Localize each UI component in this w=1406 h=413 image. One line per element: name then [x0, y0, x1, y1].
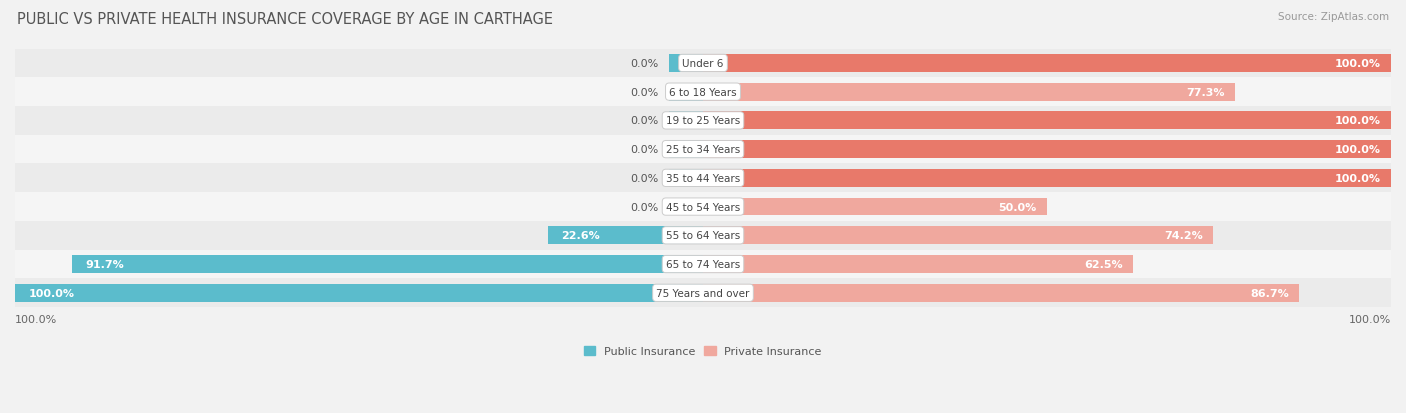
- Bar: [669, 83, 703, 101]
- Text: 100.0%: 100.0%: [1334, 59, 1381, 69]
- Text: 86.7%: 86.7%: [1250, 288, 1289, 298]
- Text: 0.0%: 0.0%: [630, 116, 658, 126]
- Bar: [669, 198, 703, 216]
- Text: 65 to 74 Years: 65 to 74 Years: [666, 259, 740, 269]
- Text: 19 to 25 Years: 19 to 25 Years: [666, 116, 740, 126]
- Bar: [669, 112, 703, 130]
- Bar: [15, 193, 1391, 221]
- Text: 0.0%: 0.0%: [630, 173, 658, 183]
- Bar: [15, 221, 1391, 250]
- Bar: [547, 227, 703, 244]
- Text: 35 to 44 Years: 35 to 44 Years: [666, 173, 740, 183]
- Bar: [72, 256, 703, 273]
- Bar: [15, 279, 1391, 307]
- Bar: [15, 164, 1391, 193]
- Text: 100.0%: 100.0%: [28, 288, 75, 298]
- Bar: [703, 169, 1391, 188]
- Text: 0.0%: 0.0%: [630, 145, 658, 155]
- Bar: [703, 112, 1391, 130]
- Bar: [669, 169, 703, 188]
- Bar: [703, 227, 1213, 244]
- Text: 100.0%: 100.0%: [1334, 116, 1381, 126]
- Bar: [669, 141, 703, 159]
- Bar: [15, 78, 1391, 107]
- Text: 55 to 64 Years: 55 to 64 Years: [666, 231, 740, 241]
- Text: 0.0%: 0.0%: [630, 88, 658, 97]
- Text: 0.0%: 0.0%: [630, 59, 658, 69]
- Text: 0.0%: 0.0%: [630, 202, 658, 212]
- Bar: [15, 284, 703, 302]
- Text: PUBLIC VS PRIVATE HEALTH INSURANCE COVERAGE BY AGE IN CARTHAGE: PUBLIC VS PRIVATE HEALTH INSURANCE COVER…: [17, 12, 553, 27]
- Legend: Public Insurance, Private Insurance: Public Insurance, Private Insurance: [579, 342, 827, 361]
- Text: 25 to 34 Years: 25 to 34 Years: [666, 145, 740, 155]
- Text: 62.5%: 62.5%: [1084, 259, 1122, 269]
- Bar: [703, 141, 1391, 159]
- Text: 77.3%: 77.3%: [1187, 88, 1225, 97]
- Text: 100.0%: 100.0%: [1348, 315, 1391, 325]
- Bar: [703, 55, 1391, 73]
- Text: 74.2%: 74.2%: [1164, 231, 1204, 241]
- Bar: [703, 256, 1133, 273]
- Bar: [15, 250, 1391, 279]
- Bar: [703, 198, 1047, 216]
- Text: 91.7%: 91.7%: [86, 259, 125, 269]
- Text: 75 Years and over: 75 Years and over: [657, 288, 749, 298]
- Text: 100.0%: 100.0%: [1334, 145, 1381, 155]
- Bar: [15, 107, 1391, 135]
- Bar: [15, 135, 1391, 164]
- Bar: [703, 83, 1234, 101]
- Text: 100.0%: 100.0%: [15, 315, 58, 325]
- Bar: [703, 284, 1299, 302]
- Text: 22.6%: 22.6%: [561, 231, 600, 241]
- Text: 50.0%: 50.0%: [998, 202, 1036, 212]
- Bar: [669, 55, 703, 73]
- Text: Under 6: Under 6: [682, 59, 724, 69]
- Text: 6 to 18 Years: 6 to 18 Years: [669, 88, 737, 97]
- Bar: [15, 50, 1391, 78]
- Text: 100.0%: 100.0%: [1334, 173, 1381, 183]
- Text: 45 to 54 Years: 45 to 54 Years: [666, 202, 740, 212]
- Text: Source: ZipAtlas.com: Source: ZipAtlas.com: [1278, 12, 1389, 22]
